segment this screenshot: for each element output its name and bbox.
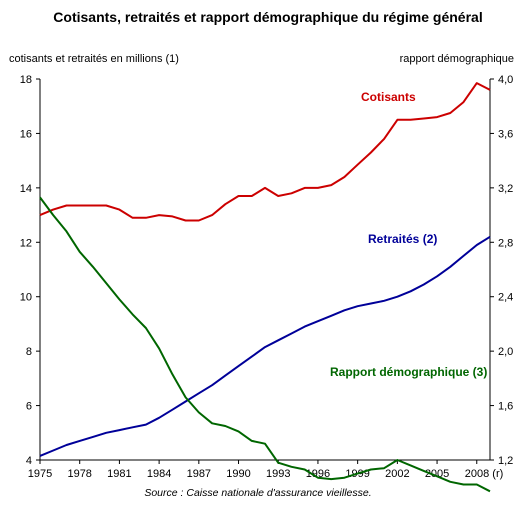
series-label-retraites: Retraités (2) — [368, 232, 437, 246]
y2-tick-label: 2,4 — [498, 292, 513, 304]
cotisants-line — [39, 82, 491, 222]
series-label-cotisants: Cotisants — [361, 90, 416, 104]
retraites-line — [39, 235, 491, 457]
x-tick-label: 2008 (r) — [465, 468, 504, 480]
y2-tick-label: 1,6 — [498, 401, 513, 413]
x-ticks: 1975 1978 1981 1984 1987 1990 1993 1996 1999 2002… — [28, 460, 504, 480]
y2-tick-label: 3,2 — [498, 183, 513, 195]
y2-tick-label: 2,0 — [498, 346, 513, 358]
x-tick-label: 1975 — [28, 468, 52, 480]
y2-tick-label: 4,0 — [498, 74, 513, 86]
y2-axis-label: rapport démographique — [400, 53, 514, 65]
x-tick-label: 1990 — [226, 468, 250, 480]
series-label-rapport: Rapport démographique (3) — [330, 365, 487, 379]
y-tick-label: 4 — [26, 455, 32, 467]
y-tick-label: 18 — [20, 74, 32, 86]
y2-tick-label: 1,2 — [498, 455, 513, 467]
x-tick-label: 1987 — [187, 468, 211, 480]
plot-area — [39, 79, 491, 461]
chart-title: Cotisants, retraités et rapport démograp… — [53, 9, 482, 25]
y-tick-label: 8 — [26, 346, 32, 358]
x-tick-label: 2002 — [385, 468, 409, 480]
rapport-demographique-line — [39, 196, 491, 493]
x-tick-label: 1984 — [147, 468, 171, 480]
series-lines — [39, 82, 491, 493]
y2-tick-label: 3,6 — [498, 128, 513, 140]
y-tick-label: 6 — [26, 401, 32, 413]
y2-ticks: 1,2 1,6 2,0 2,4 2,8 3,2 3,6 4,0 — [490, 74, 513, 467]
source-note: Source : Caisse nationale d'assurance vi… — [144, 487, 371, 499]
x-tick-label: 1996 — [306, 468, 330, 480]
y2-tick-label: 2,8 — [498, 237, 513, 249]
y-tick-label: 14 — [20, 183, 32, 195]
x-tick-label: 2005 — [425, 468, 449, 480]
y-tick-label: 16 — [20, 128, 32, 140]
x-tick-label: 1978 — [67, 468, 91, 480]
y-tick-label: 12 — [20, 237, 32, 249]
y-tick-label: 10 — [20, 292, 32, 304]
x-tick-label: 1993 — [266, 468, 290, 480]
x-tick-label: 1981 — [107, 468, 131, 480]
y-axis-label: cotisants et retraités en millions (1) — [9, 53, 179, 65]
y-ticks: 4 6 8 10 12 14 16 18 — [20, 74, 40, 467]
